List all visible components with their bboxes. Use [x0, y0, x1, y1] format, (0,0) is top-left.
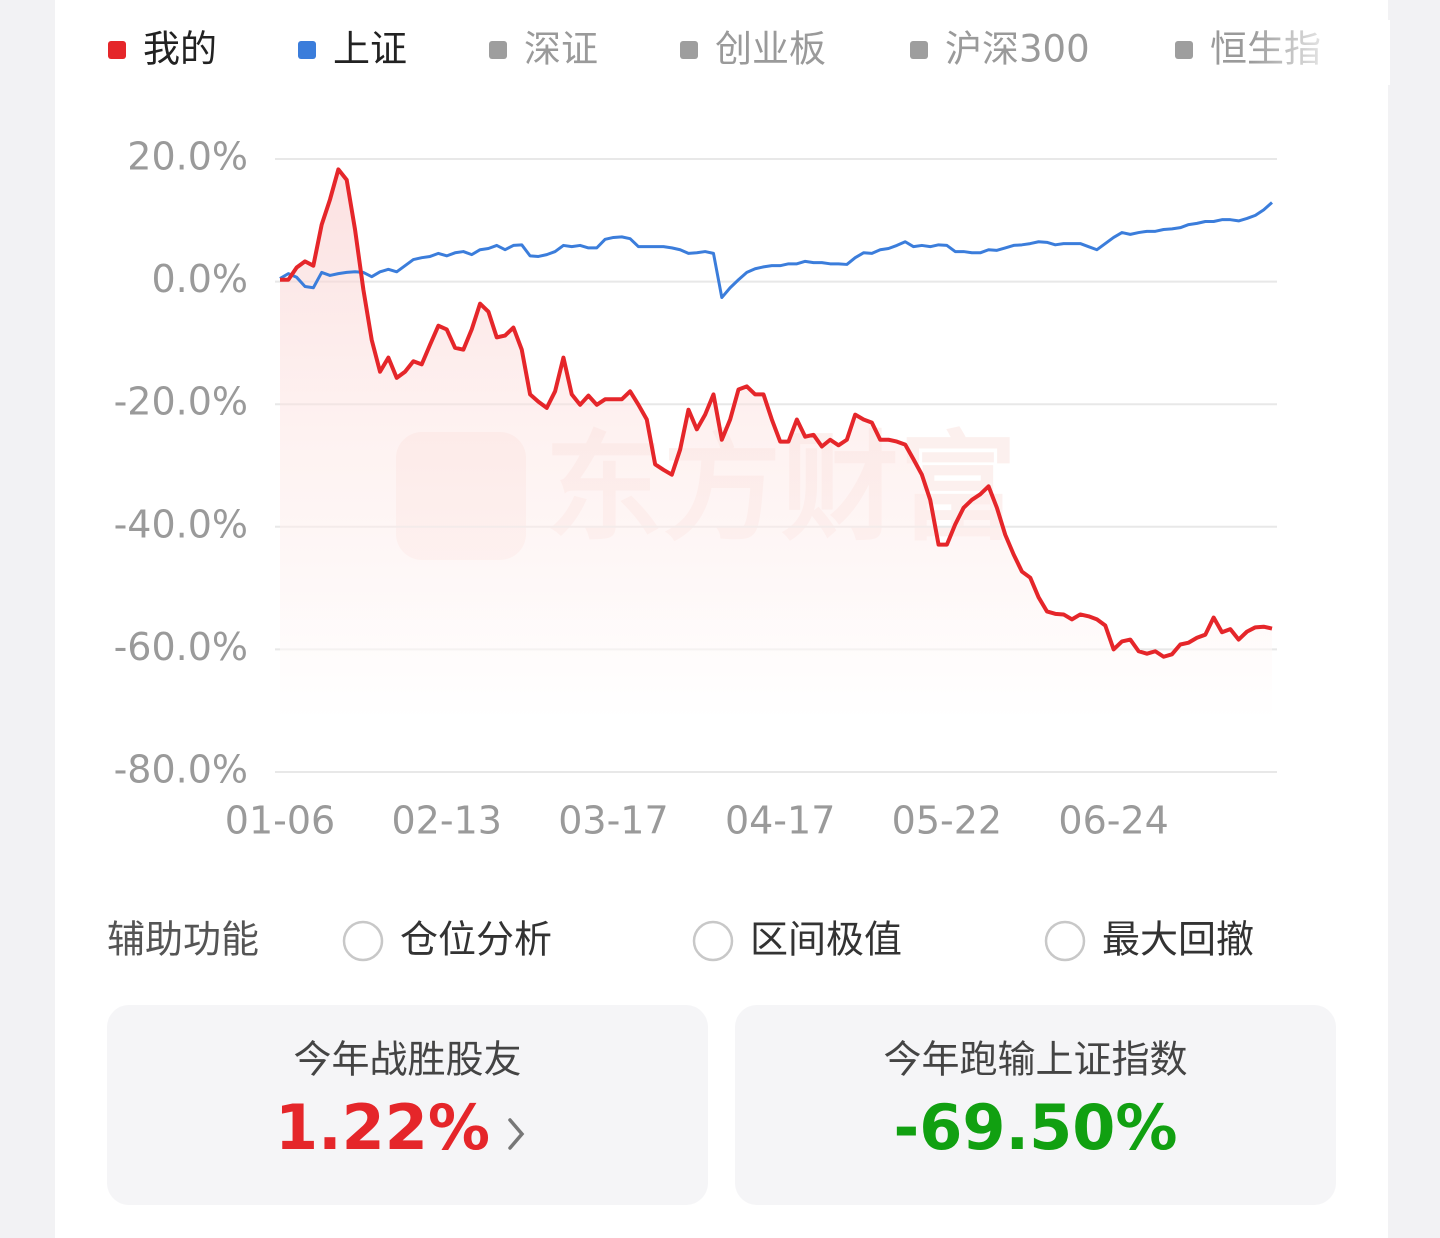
radio[interactable] [692, 920, 734, 962]
legend-label[interactable]: 我的 [143, 28, 217, 71]
x-tick-label: 03-17 [558, 799, 668, 843]
legend-label[interactable]: 创业板 [715, 28, 826, 71]
radio-label[interactable]: 仓位分析 [400, 918, 552, 962]
cards: 今年战胜股友 1.22% 今年跑输上证指数 -69.50% [107, 1005, 1336, 1205]
x-tick-label: 06-24 [1058, 799, 1168, 843]
tools-label: 辅助功能 [107, 918, 259, 962]
series-line [280, 167, 1273, 659]
x-tick-label: 05-22 [892, 799, 1002, 843]
x-tick-label: 04-17 [725, 799, 835, 843]
legend-swatch[interactable] [489, 41, 507, 59]
legend-swatch[interactable] [298, 41, 316, 59]
legend-label[interactable]: 深证 [524, 28, 598, 71]
legend-swatch[interactable] [1175, 41, 1193, 59]
plot: -80.0% -60.0% -40.0% -20.0% 0.0% 20.0% 01-06 02… [114, 135, 1277, 843]
legend-swatch[interactable] [680, 41, 698, 59]
legend-swatch[interactable] [108, 41, 126, 59]
radio-label[interactable]: 最大回撤 [1102, 918, 1254, 962]
area-fill [280, 169, 1272, 720]
y-tick-label: -60.0% [114, 625, 248, 669]
series-line [279, 201, 1273, 300]
x-tick-label: 02-13 [392, 799, 502, 843]
y-tick-label: 0.0% [151, 257, 248, 301]
y-tick-label: -20.0% [114, 380, 248, 424]
card-value: -69.50% [894, 1091, 1178, 1164]
radio[interactable] [342, 920, 384, 962]
legend-label[interactable]: 上证 [333, 28, 407, 71]
legend-swatch[interactable] [910, 41, 928, 59]
tools: 仓位分析 区间极值 最大回撤 [342, 918, 1254, 962]
stat-card [735, 1005, 1336, 1205]
card-title: 今年战胜股友 [293, 1038, 521, 1082]
y-tick-label: 20.0% [127, 135, 248, 179]
y-tick-label: -80.0% [114, 748, 248, 792]
chevron[interactable] [508, 1118, 525, 1150]
legend-fade [1250, 20, 1390, 85]
stat-card[interactable] [107, 1005, 708, 1205]
card-value: 1.22% [275, 1091, 490, 1164]
y-tick-label: -40.0% [114, 502, 248, 546]
radio[interactable] [1044, 920, 1086, 962]
card-title: 今年跑输上证指数 [883, 1038, 1187, 1082]
radio-label[interactable]: 区间极值 [750, 918, 902, 962]
legend-label[interactable]: 沪深300 [945, 28, 1090, 71]
x-tick-label: 01-06 [225, 799, 335, 843]
